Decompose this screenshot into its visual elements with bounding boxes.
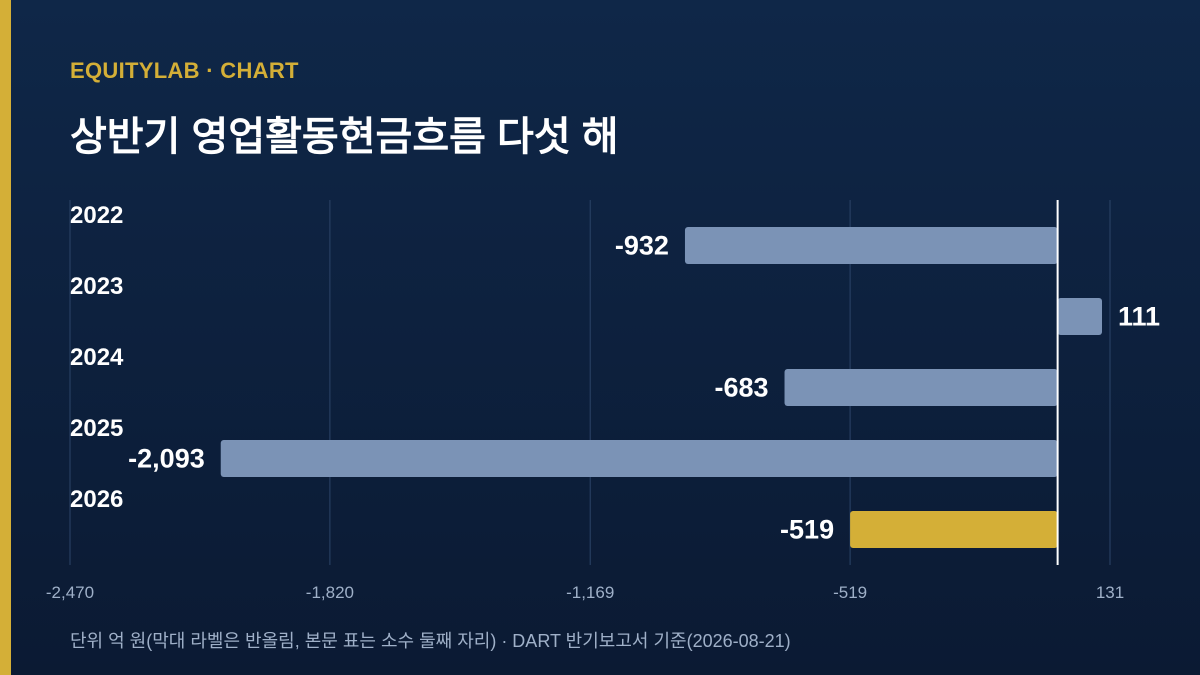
- chart-title: 상반기 영업활동현금흐름 다섯 해: [70, 115, 619, 159]
- category-label: 2022: [70, 202, 123, 229]
- bar: [850, 511, 1058, 548]
- x-tick-label: -2,470: [46, 583, 94, 602]
- bar: [220, 440, 1058, 477]
- data-label: -2,093: [128, 444, 205, 474]
- bar: [1057, 298, 1103, 335]
- x-tick-label: -1,169: [566, 583, 614, 602]
- x-tick-label: 131: [1096, 583, 1124, 602]
- data-label: -932: [615, 231, 669, 261]
- category-label: 2026: [70, 486, 123, 513]
- accent-bar: [0, 0, 11, 675]
- category-label: 2024: [70, 344, 124, 371]
- category-label: 2023: [70, 273, 123, 300]
- x-tick-label: -519: [833, 583, 867, 602]
- bar: [684, 227, 1058, 264]
- data-label: -683: [714, 373, 768, 403]
- footnote: 단위 억 원(막대 라벨은 반올림, 본문 표는 소수 둘째 자리) · DAR…: [70, 631, 791, 651]
- x-tick-label: -1,820: [306, 583, 354, 602]
- data-label: 111: [1118, 302, 1160, 332]
- bar: [784, 369, 1058, 406]
- data-label: -519: [780, 515, 834, 545]
- category-label: 2025: [70, 415, 123, 442]
- brand-label: EQUITYLAB · CHART: [70, 58, 299, 83]
